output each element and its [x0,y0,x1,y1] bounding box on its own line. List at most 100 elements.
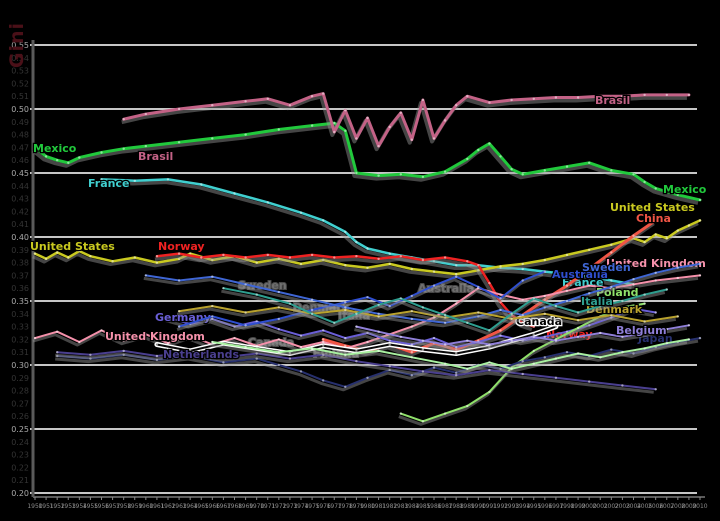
data-point-australia [277,317,280,321]
x-tick-label: 1997 [548,503,563,510]
x-tick-label: 1980 [360,503,375,510]
data-point-denmark [177,310,181,313]
data-point-mexico [510,168,513,171]
data-point-france [100,178,103,181]
data-point-brasil [621,95,624,98]
data-point-mexico [543,169,546,172]
data-point-belgium [554,339,558,342]
x-tick-label: 2003 [615,503,630,510]
data-point-germany [432,336,436,340]
x-tick-label: 1956 [94,503,109,510]
data-point-japan [89,357,92,360]
data-point-mexico [632,173,635,176]
x-tick-label: 1966 [205,503,220,510]
data-point-france [322,219,325,222]
data-point-mexico [565,165,569,168]
data-point-united-states [344,264,347,267]
data-point-canada [322,344,325,347]
data-point-united-kingdom [144,333,147,336]
x-tick-label: 1955 [83,503,98,510]
data-point-italia [532,297,535,300]
data-point-denmark [477,311,480,314]
x-tick-label: 1960 [138,503,153,510]
data-point-united-kingdom [565,289,569,292]
series-shadow-italia [221,289,666,335]
data-point-australia [410,294,413,298]
series-shadow-japan [55,339,699,392]
data-point-netherlands [488,368,491,372]
data-point-brasil [554,96,558,99]
series-label-right-australia: Australia [552,268,608,281]
data-point-china [654,219,657,222]
y-tick-label: 0.51 [11,92,29,101]
data-point-sweden [698,262,702,266]
data-point-china [610,251,613,254]
data-point-belgium [599,331,602,335]
series-label-left-united-kingdom: United Kingdom [105,330,205,343]
x-tick-label: 1968 [227,503,242,510]
data-point-italia [421,306,425,309]
data-point-finland [244,345,247,349]
data-point-italia [643,293,646,296]
data-point-netherlands [654,388,657,391]
data-point-italia [599,304,602,308]
data-point-italia [621,299,624,303]
data-point-denmark [443,316,447,319]
data-point-united-states [588,248,591,251]
data-point-france [166,178,170,181]
x-tick-label: 1987 [437,503,452,510]
data-point-china [344,344,347,347]
data-point-australia [366,296,369,299]
data-point-poland [443,412,447,415]
data-point-mexico [676,193,679,196]
data-point-mexico [78,156,81,159]
x-tick-label: 1989 [460,503,475,510]
data-point-france [432,260,436,263]
x-tick-label: 2008 [670,503,685,510]
data-point-finland [344,353,347,356]
data-point-australia [310,308,314,312]
y-tick-label: 0.37 [11,271,29,280]
data-point-mexico [344,129,347,132]
data-point-canada [554,325,558,328]
series-label-left-united-states: United States [30,240,115,253]
data-point-germany [455,345,458,349]
data-point-brasil [532,97,535,101]
data-point-united-states [211,258,214,262]
data-point-china [543,298,546,301]
data-point-japan [299,370,303,373]
data-point-japan [499,367,502,370]
data-point-finland [532,362,535,365]
x-tick-label: 2004 [626,503,641,510]
y-tick-label: 0.41 [11,220,29,229]
data-point-italia [288,302,292,305]
data-point-canada [288,352,292,355]
series-label-right-sweden: Sweden [582,261,631,274]
y-axis-title: Gini [6,21,29,69]
series-line-brasil [122,92,691,148]
data-point-finland [310,347,314,350]
data-point-china [499,329,502,332]
data-point-sweden [477,315,480,318]
data-point-brasil [421,98,425,102]
data-point-sweden [632,278,635,281]
data-point-norway [521,321,524,324]
data-point-brasil [576,96,580,99]
data-point-japan [344,385,347,388]
data-point-mexico [466,157,469,161]
data-point-united-states [499,265,502,268]
data-point-belgium [443,343,447,346]
data-point-italia [443,313,447,317]
data-point-united-kingdom [366,340,369,344]
data-point-poland [488,390,491,394]
data-point-japan [388,368,391,372]
data-point-mexico [698,198,702,202]
x-tick-label: 1950 [27,503,42,510]
x-tick-label: 1979 [349,503,364,510]
data-point-mexico [499,155,502,158]
data-point-germany [166,316,170,319]
data-point-france [299,211,303,214]
x-tick-label: 1963 [171,503,186,510]
y-tick-label: 0.20 [11,489,29,498]
data-point-australia [521,279,524,282]
